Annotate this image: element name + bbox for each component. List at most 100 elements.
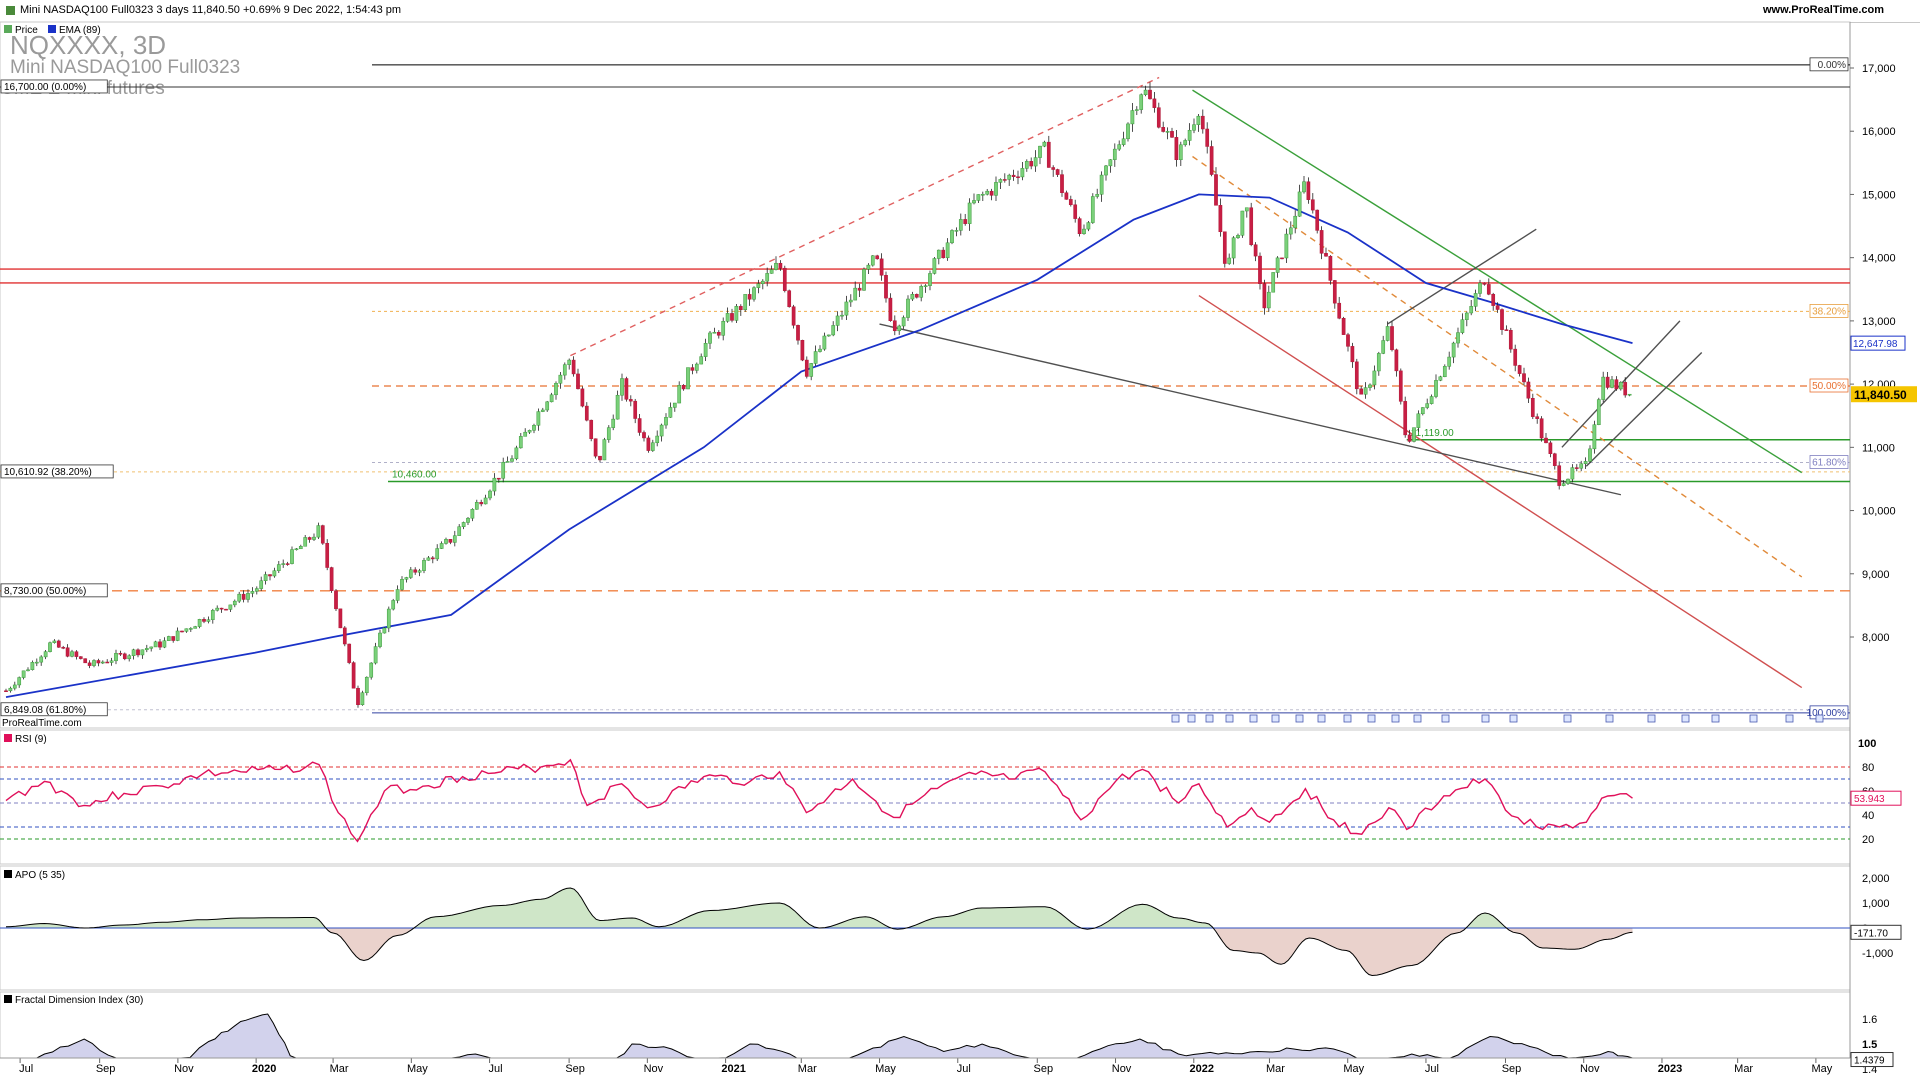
candle-body <box>74 651 79 657</box>
candle-body <box>70 651 74 657</box>
x-axis-label: Sep <box>1034 1063 1054 1075</box>
rsi-value-tag <box>1850 790 1902 806</box>
candle-body <box>782 267 787 291</box>
candle-body <box>1376 353 1381 372</box>
candle-body <box>329 567 334 591</box>
candle-body <box>1196 115 1201 125</box>
candle-body <box>1588 448 1592 462</box>
candle-body <box>976 194 981 201</box>
candle-body <box>263 574 268 581</box>
candle-body <box>655 435 660 444</box>
candle-body <box>246 593 250 600</box>
candle-body <box>320 525 325 544</box>
candle-body <box>1271 272 1276 293</box>
candle-body <box>4 690 8 692</box>
price-tick-label: 14,000 <box>1862 253 1896 265</box>
apo-title: APO (5 35) <box>15 870 65 881</box>
candle-body <box>1231 237 1236 259</box>
trendline <box>570 76 1160 357</box>
candle-body <box>892 320 897 332</box>
candle-body <box>470 509 475 519</box>
candle-body <box>52 640 57 643</box>
candle-body <box>1574 467 1579 469</box>
candle-body <box>1610 379 1614 388</box>
candle-body <box>61 647 66 649</box>
site-link[interactable]: www.ProRealTime.com <box>1762 4 1884 16</box>
left-label-box <box>0 583 108 598</box>
candle-body <box>796 325 800 341</box>
candle-body <box>664 417 668 426</box>
candle-body <box>1130 110 1135 125</box>
candle-body <box>298 545 303 550</box>
candle-body <box>1429 396 1434 404</box>
candle-body <box>1002 179 1007 181</box>
candle-body <box>1315 209 1320 231</box>
candle-body <box>769 269 774 274</box>
candle-body <box>580 388 585 407</box>
candle-body <box>162 640 167 648</box>
candle-body <box>1165 131 1170 133</box>
candle-body <box>1385 326 1390 341</box>
candle-body <box>1398 370 1403 402</box>
candle-body <box>1500 309 1504 330</box>
x-axis-label: Jul <box>19 1063 33 1075</box>
candle-body <box>413 569 418 573</box>
candle-body <box>1275 257 1280 273</box>
trendline <box>879 323 1622 496</box>
candle-body <box>659 424 664 437</box>
candle-body <box>567 359 572 365</box>
candle-body <box>347 643 352 663</box>
candle-body <box>26 669 30 672</box>
candle-body <box>558 374 563 384</box>
fib-right-label-box <box>1809 57 1849 72</box>
candle-body <box>237 593 242 602</box>
panel-frame-1 <box>0 729 1851 865</box>
candle-body <box>21 670 26 678</box>
candle-body <box>1280 257 1284 260</box>
candles-group <box>4 82 1632 708</box>
prorealtime-logo-icon <box>6 6 15 15</box>
calendar-event-icon <box>1249 714 1258 723</box>
candle-body <box>122 653 127 660</box>
x-axis-label: 2022 <box>1190 1063 1214 1075</box>
candle-body <box>972 200 976 204</box>
calendar-event-icon <box>1785 714 1794 723</box>
candle-body <box>1407 434 1412 442</box>
candle-body <box>954 230 959 232</box>
candle-body <box>254 588 259 592</box>
candle-body <box>1033 157 1038 167</box>
trendline <box>1387 228 1537 325</box>
candle-body <box>474 502 479 510</box>
candle-body <box>1486 284 1491 295</box>
candle-body <box>338 608 343 629</box>
candle-body <box>136 649 140 656</box>
candle-body <box>87 662 92 666</box>
candle-body <box>1328 255 1333 281</box>
candle-body <box>734 306 739 321</box>
candle-body <box>1627 393 1632 396</box>
candle-body <box>677 385 682 404</box>
candle-body <box>1623 382 1628 396</box>
candle-body <box>8 687 13 692</box>
candle-body <box>1570 467 1575 480</box>
candle-body <box>1359 388 1364 395</box>
candle-body <box>276 564 281 571</box>
candle-body <box>980 193 985 196</box>
candle-body <box>848 299 853 303</box>
candle-body <box>1077 218 1082 235</box>
candle-body <box>708 332 712 344</box>
x-axis-label: Nov <box>644 1063 664 1075</box>
candle-body <box>1258 255 1262 284</box>
candle-body <box>725 313 730 322</box>
x-axis-label: Jul <box>1425 1063 1439 1075</box>
candle-body <box>1187 129 1192 141</box>
candle-body <box>1086 222 1091 230</box>
candle-body <box>127 655 132 660</box>
candle-body <box>571 359 576 375</box>
candle-body <box>171 636 176 641</box>
candle-body <box>268 574 272 577</box>
candle-body <box>1262 283 1267 309</box>
candle-body <box>1478 282 1482 294</box>
candle-body <box>1205 128 1210 147</box>
